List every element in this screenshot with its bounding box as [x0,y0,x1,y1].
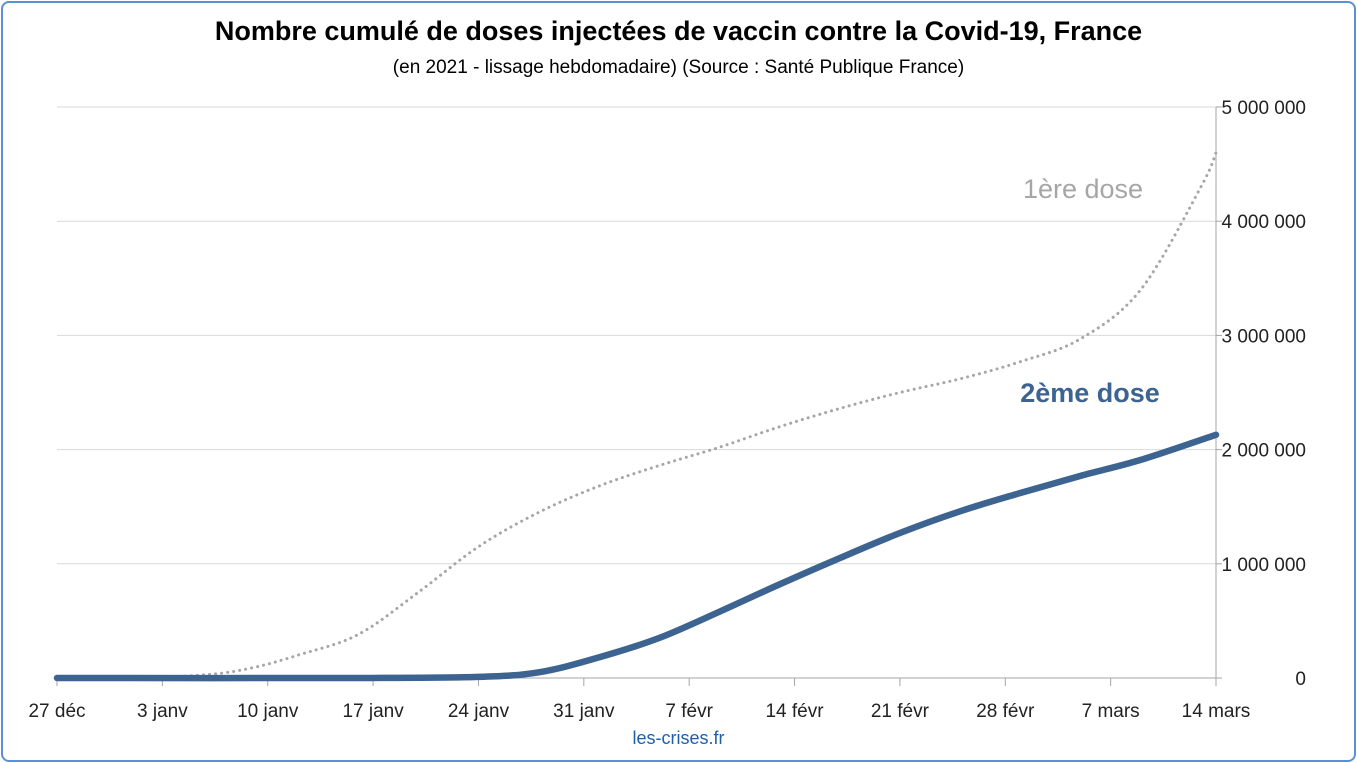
x-tick-label: 24 janv [448,701,510,722]
x-tick-label: 7 mars [1082,701,1140,722]
x-tick-label: 17 janv [342,701,404,722]
axes: 0 1 000 000 2 000 000 3 000 000 4 000 000 5 0… [28,98,1306,722]
y-tick-label: 2 000 000 [1221,441,1306,462]
x-tick-label: 7 févr [665,701,713,722]
x-tick-label: 14 mars [1182,701,1251,722]
x-tick-label: 3 janv [137,701,188,722]
y-tick-label: 4 000 000 [1221,212,1306,233]
x-tick-label: 10 janv [237,701,299,722]
series-line-2 [53,431,1220,682]
y-tick-label: 0 [1295,669,1306,690]
source-credit: les-crises.fr [632,728,725,748]
y-tick-label: 1 000 000 [1221,555,1306,576]
series-lines [53,151,1220,682]
gridlines [57,106,1216,565]
series-label-2: 2ème dose [1020,378,1160,408]
y-tick-label: 3 000 000 [1221,326,1306,347]
x-tick-label: 21 févr [871,701,930,722]
y-tick-label: 5 000 000 [1221,98,1306,119]
x-tick-label: 27 déc [28,701,85,722]
x-tick-label: 28 févr [976,701,1035,722]
chart-title: Nombre cumulé de doses injectées de vacc… [214,16,1143,46]
x-tick-label: 14 févr [765,701,824,722]
series-labels: 1ère dose 2ème dose [1020,174,1160,408]
series-label-1: 1ère dose [1023,174,1143,204]
series-line-1 [55,151,1218,680]
x-tick-label: 31 janv [553,701,615,722]
chart-subtitle: (en 2021 - lissage hebdomadaire) (Source… [392,57,965,78]
